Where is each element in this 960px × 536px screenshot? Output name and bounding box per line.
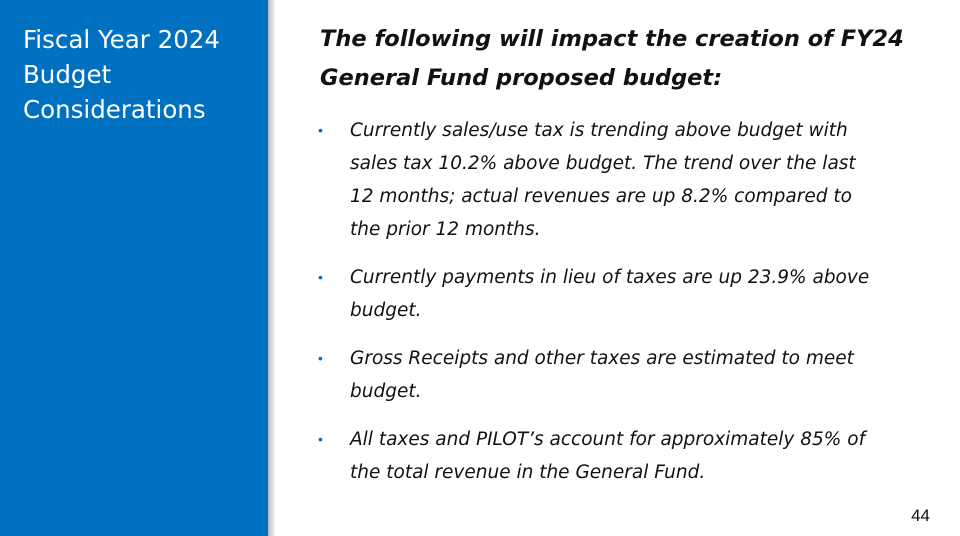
sidebar-panel: Fiscal Year 2024 Budget Considerations [0,0,268,536]
section-title-line: Fiscal Year 2024 [23,25,220,54]
bullet-line: the prior 12 months. [350,219,541,240]
bullet-dot-icon: • [318,431,323,447]
page-number: 44 [911,506,930,525]
bullet-line: budget. [350,381,422,402]
section-title-line: Considerations [23,95,206,124]
bullet-line: Gross Receipts and other taxes are estim… [350,348,854,369]
bullet-item: • Currently sales/use tax is trending ab… [318,114,918,246]
section-title: Fiscal Year 2024 Budget Considerations [23,22,258,127]
heading-line: The following will impact the creation o… [320,26,904,52]
section-title-line: Budget [23,60,112,89]
page-heading: The following will impact the creation o… [320,20,920,98]
bullet-line: 12 months; actual revenues are up 8.2% c… [350,186,852,207]
bullet-line: All taxes and PILOT’s account for approx… [350,429,866,450]
bullet-text: Currently payments in lieu of taxes are … [350,261,918,327]
bullet-line: sales tax 10.2% above budget. The trend … [350,153,856,174]
bullet-line: Currently sales/use tax is trending abov… [350,120,848,141]
bullet-line: budget. [350,300,422,321]
heading-line: General Fund proposed budget: [320,65,723,91]
bullet-item: • Currently payments in lieu of taxes ar… [318,261,918,327]
bullet-line: Currently payments in lieu of taxes are … [350,267,870,288]
bullet-text: All taxes and PILOT’s account for approx… [350,423,918,489]
bullet-item: • All taxes and PILOT’s account for appr… [318,423,918,489]
bullet-dot-icon: • [318,122,323,138]
bullet-text: Currently sales/use tax is trending abov… [350,114,918,246]
sidebar-shadow [268,0,276,536]
bullet-text: Gross Receipts and other taxes are estim… [350,342,918,408]
bullet-dot-icon: • [318,350,323,366]
bullet-line: the total revenue in the General Fund. [350,462,706,483]
bullet-list: • Currently sales/use tax is trending ab… [318,114,918,504]
bullet-dot-icon: • [318,269,323,285]
bullet-item: • Gross Receipts and other taxes are est… [318,342,918,408]
